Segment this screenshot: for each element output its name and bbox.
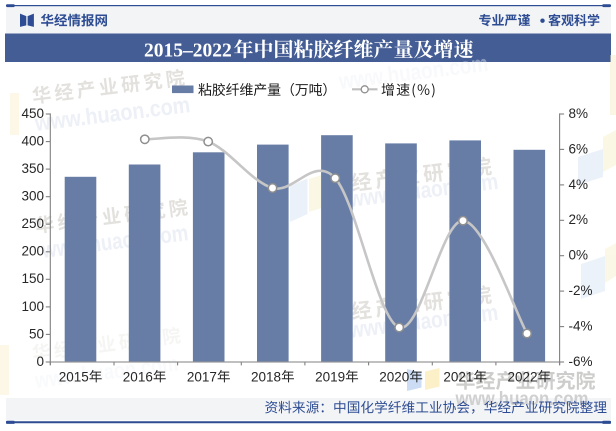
svg-text:50: 50 — [29, 326, 44, 341]
svg-text:100: 100 — [21, 299, 44, 314]
svg-text:2020: 2020 — [379, 369, 409, 384]
svg-text:2021: 2021 — [443, 369, 473, 384]
svg-text:8%: 8% — [569, 106, 589, 121]
svg-text:2018: 2018 — [251, 369, 281, 384]
svg-text:300: 300 — [21, 189, 44, 204]
svg-text:450: 450 — [21, 106, 44, 121]
svg-text:-6%: -6% — [569, 354, 593, 369]
svg-text:200: 200 — [21, 244, 44, 259]
svg-text:2015: 2015 — [59, 369, 89, 384]
svg-text:0%: 0% — [569, 248, 589, 263]
svg-text:4%: 4% — [569, 177, 589, 192]
svg-text:400: 400 — [21, 134, 44, 149]
svg-text:2022: 2022 — [508, 369, 538, 384]
svg-text:2015–2022: 2015–2022 — [144, 41, 232, 62]
svg-text:6%: 6% — [569, 141, 589, 156]
svg-text:350: 350 — [21, 161, 44, 176]
svg-text:0: 0 — [36, 354, 44, 369]
svg-text:-4%: -4% — [569, 319, 593, 334]
svg-text:2%: 2% — [569, 212, 589, 227]
svg-text:-2%: -2% — [569, 283, 593, 298]
svg-text:2017: 2017 — [187, 369, 217, 384]
svg-text:150: 150 — [21, 271, 44, 286]
svg-text:250: 250 — [21, 216, 44, 231]
svg-text:2019: 2019 — [315, 369, 345, 384]
svg-text:2016: 2016 — [123, 369, 153, 384]
svg-text:www.huaon.com: www.huaon.com — [455, 389, 589, 410]
